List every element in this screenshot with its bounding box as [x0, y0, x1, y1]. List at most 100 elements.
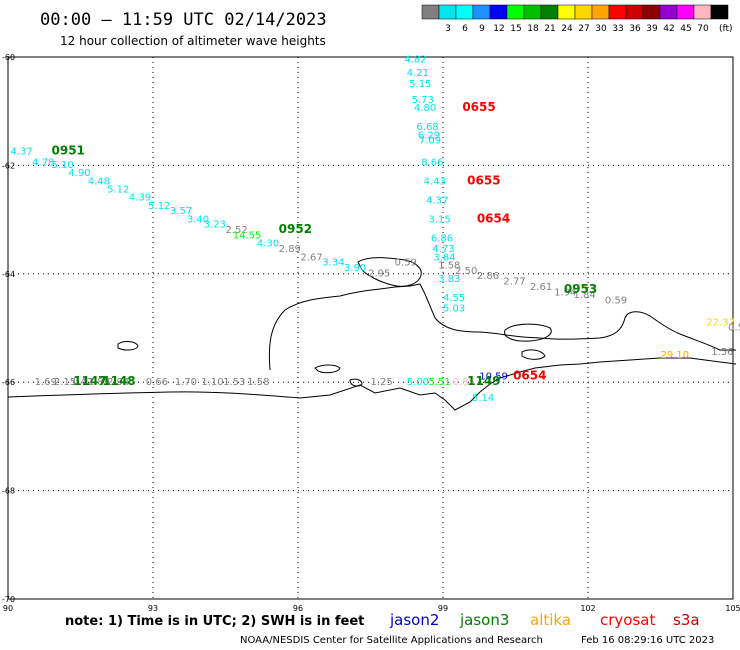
wave-height-label: 4.90	[68, 168, 90, 179]
wave-height-label: 1.25	[371, 377, 393, 388]
mission-cryosat: cryosat	[600, 611, 655, 629]
colorbar-unit: (ft)	[719, 24, 733, 34]
footer-credit: NOAA/NESDIS Center for Satellite Applica…	[240, 635, 543, 646]
wave-height-label: 3.15	[429, 214, 451, 225]
colorbar-swatch	[659, 4, 678, 20]
lon-tick-label: 105	[725, 604, 740, 613]
colorbar-swatch	[591, 4, 610, 20]
lat-tick-label: -68	[2, 487, 15, 496]
wave-height-label: 2.52	[226, 225, 248, 236]
pass-time-label: 0953	[564, 282, 597, 296]
colorbar-swatch	[642, 4, 661, 20]
mission-legend: jason2 jason3 altika cryosat s3a	[389, 611, 700, 629]
island-1	[357, 257, 422, 287]
lon-tick-label: 90	[3, 604, 13, 613]
wave-height-label: 10.59	[479, 371, 508, 382]
wave-height-label: 29.10	[661, 350, 690, 361]
wave-height-label: 4.55	[443, 293, 465, 304]
colorbar-swatch	[625, 4, 644, 20]
colorbar-tick-label: 33	[612, 24, 623, 34]
wave-height-label: 1.58	[438, 260, 460, 271]
island-2	[504, 323, 552, 342]
colorbar-swatch	[608, 4, 627, 20]
wave-height-label: 4.43	[424, 176, 446, 187]
colorbar-tick-label: 18	[527, 24, 539, 34]
coastline-ice-shelf	[268, 283, 736, 371]
map-grid: 90 93 96 99 102 105 -60 -62 -64 -66 -68 -70	[2, 53, 740, 613]
wave-height-label: 4.73	[432, 244, 454, 255]
pass-time-label: 0952	[279, 222, 312, 236]
wave-height-label: 2.86	[477, 271, 499, 282]
colorbar-swatch	[455, 4, 474, 20]
wave-height-label: 4.39	[129, 193, 151, 204]
colorbar-tick-label: 15	[510, 24, 521, 34]
colorbar-tick-label: 12	[493, 24, 504, 34]
colorbar-tick-label: 42	[663, 24, 674, 34]
colorbar-tick-label: 3	[445, 24, 451, 34]
colorbar-swatch	[489, 4, 508, 20]
pass-time-label: 0655	[462, 100, 495, 114]
mission-jason2: jason2	[389, 611, 439, 629]
lon-tick-label: 99	[438, 604, 448, 613]
colorbar-legend: 3 6 9 12 15 18 21 24 27 30 33 36 39 42 45 70	[421, 4, 729, 34]
wave-height-label: 2.95	[368, 269, 390, 280]
pass-time-label: 0655	[467, 173, 500, 187]
colorbar-swatch	[540, 4, 559, 20]
wave-height-label: 14.55	[233, 231, 262, 242]
pass-time-label: 1147	[73, 374, 106, 388]
colorbar-tick-label: 27	[578, 24, 589, 34]
island-5	[349, 378, 363, 387]
wave-height-label: 2.50	[455, 266, 477, 277]
mission-s3a: s3a	[673, 611, 700, 629]
wave-height-label: 1.69	[35, 377, 57, 388]
wave-height-label: 5.14	[472, 393, 494, 404]
wave-height-label: 1.53	[223, 377, 245, 388]
wave-height-label: 6.86	[431, 233, 453, 244]
colorbar-tick-label: 45	[680, 24, 691, 34]
wave-height-label: 5.15	[409, 79, 431, 90]
colorbar-swatch	[676, 4, 695, 20]
lon-tick-label: 96	[293, 604, 303, 613]
pass-time-label: 0951	[52, 144, 85, 158]
pass-time-label: 0654	[513, 368, 546, 382]
wave-height-label: 5.10	[52, 160, 74, 171]
wave-height-label: 0.66	[146, 377, 168, 388]
pass-time-label: 1148	[102, 374, 135, 388]
colorbar-tick-label: 70	[697, 24, 709, 34]
wave-height-label: 8.66	[421, 157, 443, 168]
wave-height-label: 3.57	[170, 206, 192, 217]
lon-tick-label: 93	[148, 604, 158, 613]
wave-height-label: 1.56	[711, 347, 733, 358]
colorbar-tick-label: 9	[479, 24, 485, 34]
wave-height-label: 3.40	[187, 214, 209, 225]
island-6	[521, 349, 546, 360]
lat-tick-label: -70	[2, 595, 15, 604]
lat-tick-label: -64	[2, 270, 15, 279]
wave-height-label: 1.84	[574, 290, 596, 301]
colorbar-swatch	[557, 4, 576, 20]
coastline-antarctica	[7, 357, 737, 411]
wave-height-observations: 4.82 4.215.15 5.734.80 6.686.297.09 8.66 4.43…	[10, 54, 740, 404]
colorbar-swatch	[710, 4, 729, 20]
wave-height-label: 4.30	[257, 239, 279, 250]
wave-height-label: 1.42	[71, 377, 93, 388]
colorbar-swatch	[523, 4, 542, 20]
wave-height-label: 6.68	[416, 122, 438, 133]
colorbar-tick-label: 30	[595, 24, 607, 34]
wave-height-label: 5.73	[412, 95, 434, 106]
wave-height-label: 4.37	[426, 195, 448, 206]
colorbar-tick-label: 39	[646, 24, 658, 34]
map-frame	[7, 56, 734, 600]
wave-height-label: 3.83	[438, 274, 460, 285]
wave-height-label: 1.70	[175, 377, 197, 388]
lat-tick-label: -60	[2, 53, 15, 62]
wave-height-label: 2.89	[279, 244, 301, 255]
map-subtitle: 12 hour collection of altimeter wave hei…	[60, 34, 326, 48]
wave-height-label: 0.5	[728, 323, 740, 334]
mission-altika: altika	[530, 611, 571, 629]
colorbar-tick-label: 24	[561, 24, 573, 34]
colorbar-swatch	[472, 4, 491, 20]
pass-time-label: 0654	[477, 211, 510, 225]
wave-height-label: 5.12	[107, 185, 129, 196]
